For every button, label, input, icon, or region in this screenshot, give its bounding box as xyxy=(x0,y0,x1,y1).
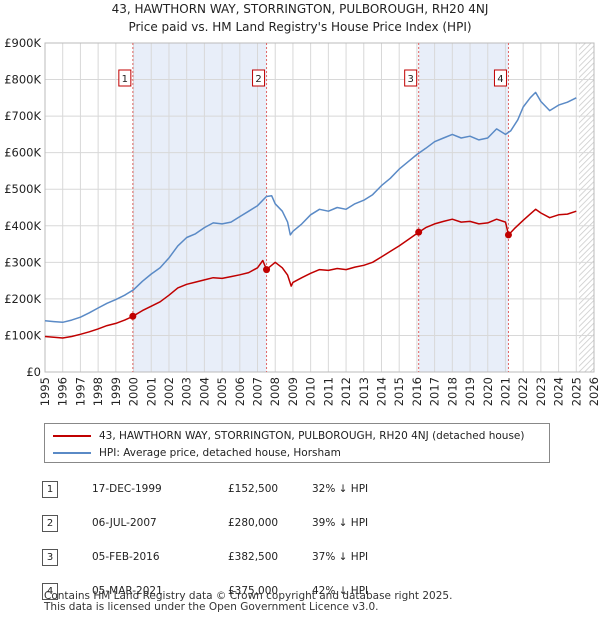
sale-date: 17-DEC-1999 xyxy=(92,483,162,495)
table-row: 3 05-FEB-2016 £382,500 37% ↓ HPI xyxy=(42,540,368,574)
legend-label-hpi: HPI: Average price, detached house, Hors… xyxy=(99,447,341,459)
x-tick-label: 2017 xyxy=(428,377,442,406)
x-tick-label: 1996 xyxy=(56,377,70,406)
x-tick-label: 2015 xyxy=(392,377,406,406)
x-tick-label: 2016 xyxy=(410,377,424,406)
x-tick-label: 2022 xyxy=(516,377,530,406)
x-tick-label: 2008 xyxy=(268,377,282,406)
projection-hatch xyxy=(578,43,594,372)
x-tick-label: 2020 xyxy=(481,377,495,406)
sale-hpi-delta: 32% ↓ HPI xyxy=(312,483,369,495)
x-tick-label: 2026 xyxy=(587,377,600,406)
x-tick-label: 2007 xyxy=(251,377,265,406)
sale-price: £152,500 xyxy=(228,483,279,495)
x-tick-label: 2025 xyxy=(569,377,583,406)
sale-number-badge: 2 xyxy=(42,514,58,532)
x-tick-label: 2001 xyxy=(144,377,158,406)
legend-swatch-price-paid xyxy=(53,435,91,437)
x-tick-label: 2006 xyxy=(233,377,247,406)
footer-attribution: Contains HM Land Registry data © Crown c… xyxy=(44,591,452,613)
y-tick-label: £900K xyxy=(4,36,41,50)
x-tick-label: 1997 xyxy=(73,377,87,406)
sale-label: 3 xyxy=(407,74,413,85)
x-tick-label: 2000 xyxy=(127,377,141,406)
footer-copyright: Contains HM Land Registry data © Crown c… xyxy=(44,590,453,602)
x-tick-label: 2013 xyxy=(357,377,371,406)
hpi-line xyxy=(44,91,577,324)
price-chart: 43, HAWTHORN WAY, STORRINGTON, PULBOROUG… xyxy=(4,2,600,406)
x-tick-label: 1995 xyxy=(38,377,52,406)
y-tick-label: £0 xyxy=(26,365,41,379)
legend: 43, HAWTHORN WAY, STORRINGTON, PULBOROUG… xyxy=(44,423,550,463)
sale-number-badge: 3 xyxy=(42,548,58,566)
sale-label-box xyxy=(493,69,507,87)
y-tick-label: £700K xyxy=(4,109,41,123)
x-tick-label: 2002 xyxy=(162,377,176,406)
x-tick-label: 2004 xyxy=(197,377,211,406)
x-tick-label: 2019 xyxy=(463,377,477,406)
x-tick-label: 1998 xyxy=(91,377,105,406)
y-tick-label: £400K xyxy=(4,219,41,233)
table-row: 1 17-DEC-1999 £152,500 32% ↓ HPI xyxy=(42,472,368,506)
x-tick-label: 2005 xyxy=(215,377,229,406)
sale-label-box xyxy=(252,69,266,87)
legend-label-price-paid: 43, HAWTHORN WAY, STORRINGTON, PULBOROUG… xyxy=(99,430,525,442)
sale-point xyxy=(415,228,423,236)
sale-hpi-delta: 42% ↓ HPI xyxy=(312,585,369,597)
sale-number-badge: 1 xyxy=(42,480,58,498)
sale-label: 4 xyxy=(497,74,503,85)
price_paid-line xyxy=(44,208,577,339)
sale-date: 05-MAR-2021 xyxy=(92,585,163,597)
y-tick-label: £300K xyxy=(4,255,41,269)
y-tick-label: £600K xyxy=(4,146,41,160)
x-tick-label: 2021 xyxy=(498,377,512,406)
sale-label: 1 xyxy=(122,74,128,85)
x-tick-label: 2018 xyxy=(445,377,459,406)
sale-date: 06-JUL-2007 xyxy=(92,517,157,529)
x-tick-label: 2014 xyxy=(375,377,389,406)
x-tick-label: 2010 xyxy=(304,377,318,406)
plot-area xyxy=(45,43,594,372)
y-tick-label: £500K xyxy=(4,182,41,196)
sale-price: £382,500 xyxy=(228,551,279,563)
sale-point xyxy=(263,266,271,274)
sale-hpi-delta: 37% ↓ HPI xyxy=(312,551,369,563)
x-tick-label: 2024 xyxy=(552,377,566,406)
sale-number-badge: 4 xyxy=(42,582,58,600)
sale-hpi-delta: 39% ↓ HPI xyxy=(312,517,369,529)
y-tick-label: £200K xyxy=(4,292,41,306)
legend-item-price-paid: 43, HAWTHORN WAY, STORRINGTON, PULBOROUG… xyxy=(53,428,525,444)
legend-swatch-hpi xyxy=(53,452,91,454)
sale-price: £375,000 xyxy=(228,585,279,597)
footer-licence: This data is licensed under the Open Gov… xyxy=(44,601,379,613)
x-tick-label: 1999 xyxy=(109,377,123,406)
plot-border xyxy=(44,42,595,373)
y-tick-label: £800K xyxy=(4,73,41,87)
y-tick-label: £100K xyxy=(4,328,41,342)
x-tick-label: 2012 xyxy=(339,377,353,406)
sale-price: £280,000 xyxy=(228,517,279,529)
table-row: 2 06-JUL-2007 £280,000 39% ↓ HPI xyxy=(42,506,368,540)
sale-date: 05-FEB-2016 xyxy=(92,551,160,563)
x-tick-label: 2009 xyxy=(286,377,300,406)
sale-label-box xyxy=(404,69,418,87)
sale-label-box xyxy=(118,69,132,87)
table-row: 4 05-MAR-2021 £375,000 42% ↓ HPI xyxy=(42,574,368,608)
chart-title: 43, HAWTHORN WAY, STORRINGTON, PULBOROUG… xyxy=(112,2,489,16)
sales-table: 1 17-DEC-1999 £152,500 32% ↓ HPI 2 06-JU… xyxy=(42,472,368,608)
x-tick-label: 2011 xyxy=(321,377,335,406)
x-tick-label: 2003 xyxy=(180,377,194,406)
x-tick-label: 2023 xyxy=(534,377,548,406)
ownership-period-shade xyxy=(132,43,267,372)
sale-label: 2 xyxy=(255,74,261,85)
chart-subtitle: Price paid vs. HM Land Registry's House … xyxy=(128,20,471,34)
ownership-period-shade xyxy=(418,43,509,372)
sale-point xyxy=(129,312,137,320)
legend-item-hpi: HPI: Average price, detached house, Hors… xyxy=(53,445,341,461)
sale-point xyxy=(504,231,512,239)
